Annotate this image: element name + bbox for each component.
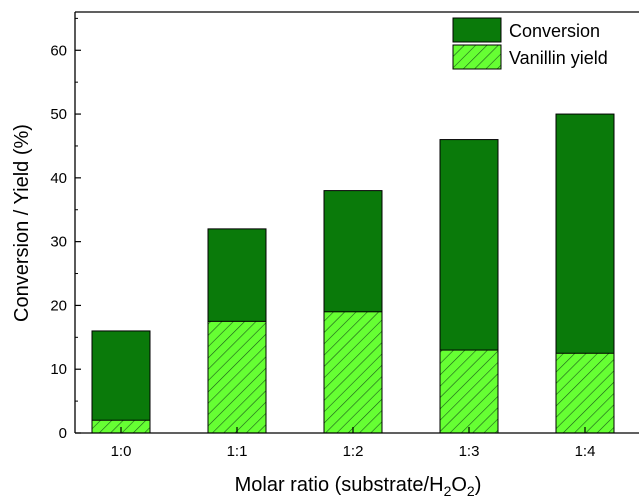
legend-label-0: Conversion [509,21,600,41]
x-tick-label-0: 1:0 [111,443,132,460]
y-tick-label-60: 60 [50,42,67,59]
legend: Conversion Vanillin yield [452,17,608,70]
bar-conversion-0 [91,330,151,434]
x-axis-title-sub2: 2 [467,483,475,499]
y-axis-title: Conversion / Yield (%) [11,124,33,322]
bar-vanillin-yield-2 [323,311,383,434]
x-tick-label-3: 1:3 [459,443,480,460]
x-axis-title: Molar ratio (substrate/H2O2) [235,474,482,499]
x-tick-label-2: 1:2 [343,443,364,460]
y-tick-label-10: 10 [50,361,67,378]
x-tick-label-4: 1:4 [575,443,596,460]
x-axis-title-close: ) [475,474,482,496]
x-axis-title-mid: O [451,474,467,496]
x-axis-title-sub1: 2 [444,483,452,499]
y-tick-label-20: 20 [50,297,67,314]
y-tick-label-0: 0 [59,425,67,442]
legend-swatch-0 [452,17,502,43]
bar-vanillin-yield-3 [439,349,499,434]
y-tick-label-30: 30 [50,234,67,251]
y-tick-label-50: 50 [50,106,67,123]
bar-vanillin-yield-1 [207,320,267,434]
y-tick-label-40: 40 [50,170,67,187]
legend-swatch-1 [452,44,502,70]
x-axis-title-main: Molar ratio (substrate/H [235,474,444,496]
bars-group [91,113,615,434]
bar-vanillin-yield-4 [555,352,615,434]
legend-label-1: Vanillin yield [509,48,608,68]
x-tick-label-1: 1:1 [227,443,248,460]
axes-group: 0 10 20 30 40 50 60 1:0 1:1 1:2 1:3 1:4 [50,11,639,460]
